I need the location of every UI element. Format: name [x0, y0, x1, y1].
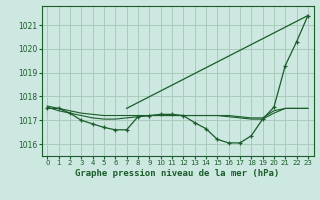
X-axis label: Graphe pression niveau de la mer (hPa): Graphe pression niveau de la mer (hPa) — [76, 169, 280, 178]
